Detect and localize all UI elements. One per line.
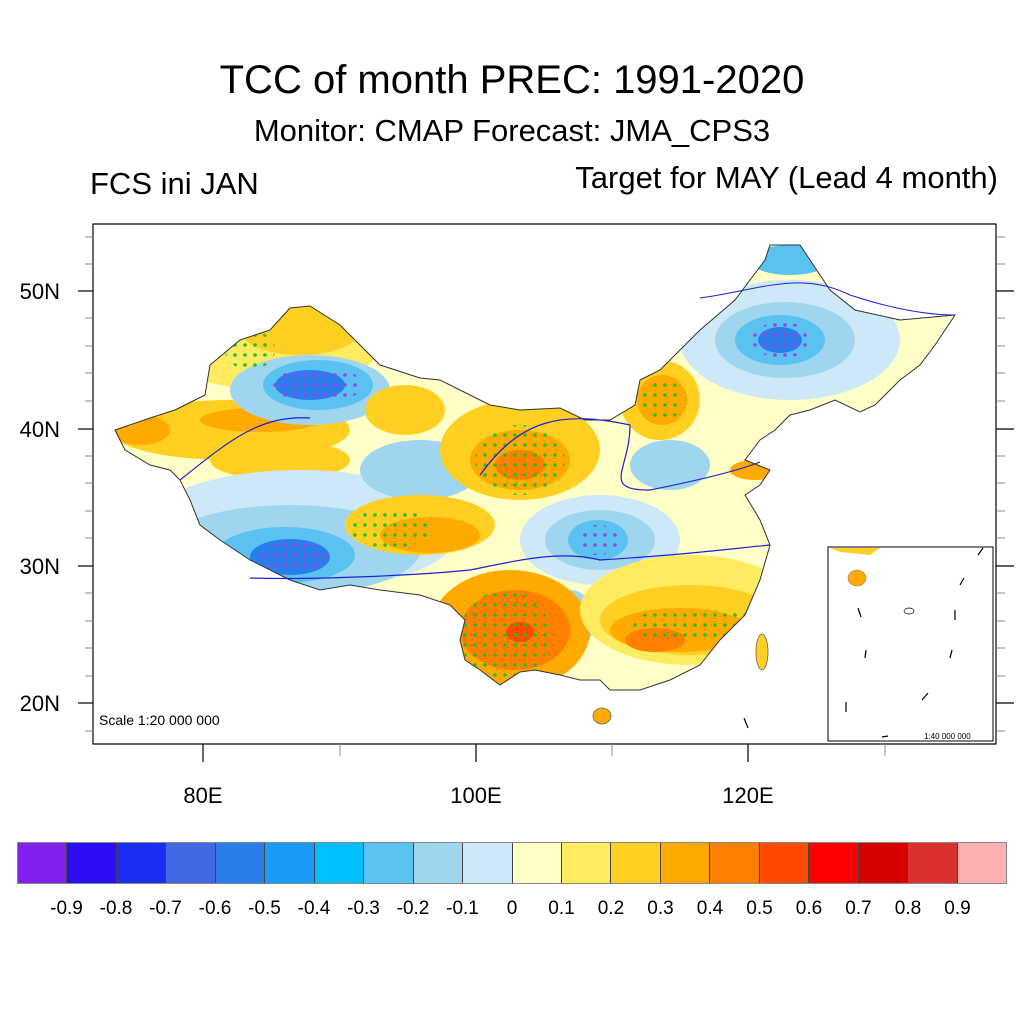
left-subtitle: FCS ini JAN: [90, 166, 259, 201]
colorbar-tick-label: -0.1: [446, 898, 479, 919]
chart-subtitle: Monitor: CMAP Forecast: JMA_CPS3: [253, 113, 771, 148]
colorbar-tick-label: -0.3: [347, 898, 380, 919]
colorbar-swatch: [166, 843, 216, 883]
colorbar-swatch: [364, 843, 414, 883]
colorbar-swatch: [710, 843, 760, 883]
inset-scale-label: 1:40 000 000: [924, 732, 971, 741]
lat-label-30n: 30N: [19, 554, 60, 579]
lat-label-40n: 40N: [19, 417, 60, 442]
lon-label-80e: 80E: [183, 783, 223, 808]
colorbar-tick-label: 0.5: [746, 898, 773, 919]
colorbar-swatch: [215, 843, 266, 883]
colorbar-tick-label: 0.3: [647, 898, 674, 919]
colorbar-tick-label: 0.1: [548, 898, 575, 919]
yellow-river: [479, 418, 761, 491]
colorbar-swatch: [463, 843, 513, 883]
taiwan-island: [755, 633, 769, 671]
colorbar: [17, 842, 1007, 884]
colorbar-tick-label: 0.8: [894, 898, 922, 919]
south-china-sea-inset: [827, 546, 994, 742]
lat-label-50n: 50N: [19, 279, 60, 304]
yangtze-river: [249, 544, 771, 580]
axis-ticks: [78, 290, 1014, 762]
amur-river: [699, 282, 956, 316]
colorbar-swatch: [265, 843, 315, 883]
colorbar-swatch: [809, 843, 859, 883]
colorbar-tick-label: -0.5: [248, 898, 281, 919]
colorbar-swatch: [314, 843, 365, 883]
colorbar-tick-label: 0.2: [597, 898, 625, 919]
colorbar-tick-label: -0.7: [149, 898, 182, 919]
colorbar-swatch: [512, 843, 562, 883]
tarim-river: [179, 417, 311, 481]
colorbar-tick-label: -0.9: [50, 898, 83, 919]
colorbar-swatch: [957, 843, 1007, 883]
colorbar-tick-label: -0.6: [198, 898, 232, 919]
colorbar-swatch: [858, 843, 909, 883]
colorbar-tick-label: 0.7: [845, 898, 872, 919]
lon-label-100e: 100E: [450, 783, 502, 808]
colorbar-swatch: [908, 843, 958, 883]
chart-title: TCC of month PREC: 1991-2020: [219, 58, 805, 102]
colorbar-tick-label: 0: [506, 898, 518, 919]
lat-label-20n: 20N: [19, 691, 60, 716]
colorbar-tick-label: -0.8: [99, 898, 133, 919]
scale-label: Scale 1:20 000 000: [99, 712, 220, 728]
colorbar-tick-label: 0.4: [696, 898, 724, 919]
colorbar-swatch: [561, 843, 612, 883]
minor-ticks: [85, 236, 1005, 756]
right-subtitle: Target for MAY (Lead 4 month): [575, 160, 998, 195]
colorbar-swatch: [759, 843, 810, 883]
colorbar-tick-label: 0.9: [944, 898, 971, 919]
colorbar-swatch: [67, 843, 117, 883]
colorbar-tick-label: -0.2: [396, 898, 430, 919]
colorbar-tick-label: -0.4: [297, 898, 331, 919]
colorbar-swatch: [611, 843, 661, 883]
colorbar-swatch: [116, 843, 167, 883]
colorbar-swatch: [413, 843, 464, 883]
colorbar-swatch: [660, 843, 711, 883]
lon-label-120e: 120E: [722, 783, 774, 808]
significance-stippling: [225, 322, 812, 680]
hainan-island: [592, 707, 612, 725]
colorbar-swatch: [18, 843, 68, 883]
colorbar-tick-label: 0.6: [795, 898, 823, 919]
